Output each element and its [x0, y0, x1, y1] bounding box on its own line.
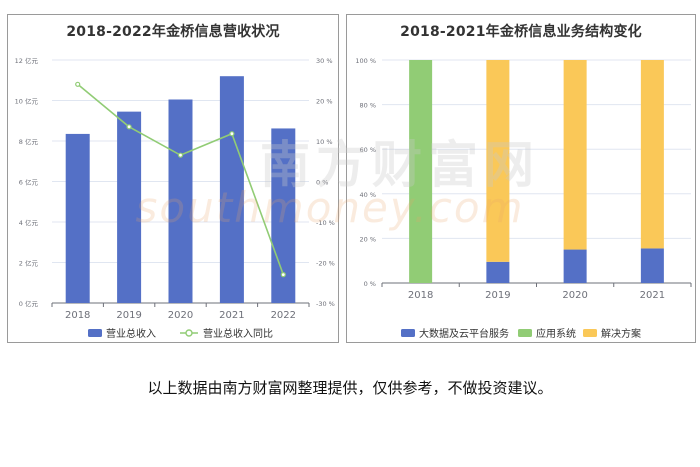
y2-tick-label: -20 % [316, 260, 335, 268]
y-tick-label: 6 亿元 [19, 178, 39, 187]
y2-tick-label: 20 % [316, 98, 333, 106]
legend-label: 大数据及云平台服务 [419, 327, 509, 340]
legend-swatch [401, 329, 415, 337]
legend-label-revenue: 营业总收入 [106, 327, 156, 340]
y-tick-label: 4 亿元 [19, 218, 39, 227]
y-tick-label: 0 % [364, 280, 376, 288]
y-tick-label: 8 亿元 [19, 137, 39, 146]
chart-title: 2018-2021年金桥信息业务结构变化 [400, 24, 642, 40]
yoy-point [126, 124, 132, 130]
stacked-bar-segment [640, 248, 664, 283]
legend-swatch-yoy-marker [185, 329, 193, 337]
y-tick-label: 20 % [359, 235, 376, 243]
legend-swatch [583, 329, 597, 337]
y2-tick-label: -10 % [316, 219, 335, 227]
y-tick-label: 40 % [359, 191, 376, 199]
y2-tick-label: 10 % [316, 138, 333, 146]
footnote: 以上数据由南方财富网整理提供，仅供参考，不做投资建议。 [147, 379, 553, 397]
yoy-point [75, 81, 81, 87]
x-tick-label: 2018 [408, 290, 433, 301]
stacked-bar-segment [409, 60, 433, 283]
x-tick-label: 2021 [640, 290, 665, 301]
x-tick-label: 2021 [219, 310, 244, 321]
y-tick-label: 80 % [359, 102, 376, 110]
legend-label-yoy: 营业总收入同比 [203, 327, 273, 340]
yoy-point [177, 152, 184, 158]
revenue-chart: 0 亿元 2 亿元 4 亿元 6 亿元 8 亿元 10 亿元 12 亿元 -30 % -20 %… [15, 56, 335, 340]
stacked-bar-segment [486, 261, 510, 283]
revenue-bar [65, 133, 90, 303]
yoy-point [280, 272, 286, 278]
x-tick-label: 2020 [168, 310, 193, 321]
x-tick-label: 2020 [562, 290, 587, 301]
revenue-bar [117, 111, 142, 303]
x-tick-label: 2019 [485, 290, 510, 301]
chart-title: 2018-2022年金桥信息营收状况 [66, 24, 280, 40]
x-tick-label: 2019 [116, 310, 141, 321]
revenue-chart-panel: 2018-2022年金桥信息营收状况 0 亿元 2 亿元 4 亿元 6 亿元 8 亿元 1… [7, 14, 339, 343]
y-tick-label: 10 亿元 [15, 97, 39, 106]
y-tick-label: 12 亿元 [15, 56, 39, 65]
x-tick-label: 2022 [271, 310, 296, 321]
legend-label: 解决方案 [601, 327, 641, 340]
y2-tick-label: 30 % [316, 57, 333, 65]
y-tick-label: 0 亿元 [19, 299, 39, 308]
structure-chart: 0 % 20 % 40 % 60 % 80 % 100 % 2018 2019 2020 2021… [355, 57, 692, 340]
stacked-bar-segment [486, 60, 510, 262]
legend-swatch-revenue [88, 329, 102, 337]
stacked-bar-segment [563, 60, 587, 250]
y-tick-label: 2 亿元 [19, 259, 39, 268]
x-tick-label: 2018 [65, 310, 90, 321]
legend-swatch [518, 329, 532, 337]
y-tick-label: 60 % [359, 146, 376, 154]
y2-tick-label: 0 % [316, 179, 328, 187]
revenue-bar [168, 99, 193, 303]
y-tick-label: 100 % [355, 57, 376, 65]
y2-tick-label: -30 % [316, 300, 335, 308]
yoy-point [229, 131, 235, 137]
legend-label: 应用系统 [536, 327, 576, 340]
business-structure-chart-panel: 2018-2021年金桥信息业务结构变化 0 % 20 % 40 % 60 % 80 %… [346, 14, 696, 343]
revenue-bar [219, 76, 244, 303]
stacked-bar-segment [640, 60, 664, 249]
stacked-bar-segment [563, 249, 587, 283]
